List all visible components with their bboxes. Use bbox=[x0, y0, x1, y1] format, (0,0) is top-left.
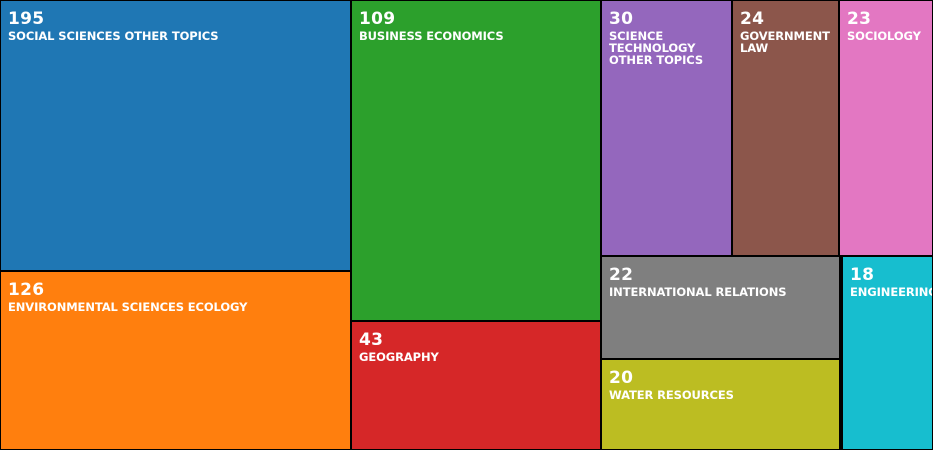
tile-value: 126 bbox=[8, 280, 45, 300]
tile-label: SOCIOLOGY bbox=[847, 29, 921, 43]
tile-value: 20 bbox=[609, 368, 634, 388]
treemap-tile: 24 GOVERNMENT LAW bbox=[733, 1, 838, 255]
tile-label: ENGINEERING bbox=[850, 285, 932, 299]
tile-value: 23 bbox=[847, 9, 872, 29]
treemap-tile: 23 SOCIOLOGY bbox=[840, 1, 932, 255]
treemap-tile: 195 SOCIAL SCIENCES OTHER TOPICS bbox=[1, 1, 350, 270]
tile-value: 43 bbox=[359, 330, 384, 350]
tile-value: 24 bbox=[740, 9, 765, 29]
tile-label: BUSINESS ECONOMICS bbox=[359, 29, 504, 43]
treemap-tile: 109 BUSINESS ECONOMICS bbox=[352, 1, 600, 320]
tile-value: 195 bbox=[8, 9, 45, 29]
treemap-tile: 18 ENGINEERING bbox=[843, 257, 932, 449]
tile-label: WATER RESOURCES bbox=[609, 388, 734, 402]
tile-label: GOVERNMENT LAW bbox=[740, 29, 830, 55]
tile-label: GEOGRAPHY bbox=[359, 350, 439, 364]
treemap-tile: 126 ENVIRONMENTAL SCIENCES ECOLOGY bbox=[1, 272, 350, 449]
treemap-tile: 30 SCIENCE TECHNOLOGY OTHER TOPICS bbox=[602, 1, 731, 255]
treemap-tile: 20 WATER RESOURCES bbox=[602, 360, 839, 449]
treemap-tile: 43 GEOGRAPHY bbox=[352, 322, 600, 449]
tile-label: SOCIAL SCIENCES OTHER TOPICS bbox=[8, 29, 219, 43]
tile-value: 109 bbox=[359, 9, 396, 29]
tile-label: ENVIRONMENTAL SCIENCES ECOLOGY bbox=[8, 300, 248, 314]
tile-value: 22 bbox=[609, 265, 634, 285]
tile-value: 30 bbox=[609, 9, 634, 29]
tile-value: 18 bbox=[850, 265, 875, 285]
tile-label: SCIENCE TECHNOLOGY OTHER TOPICS bbox=[609, 29, 704, 67]
tile-label: INTERNATIONAL RELATIONS bbox=[609, 285, 787, 299]
treemap-tile: 22 INTERNATIONAL RELATIONS bbox=[602, 257, 839, 358]
